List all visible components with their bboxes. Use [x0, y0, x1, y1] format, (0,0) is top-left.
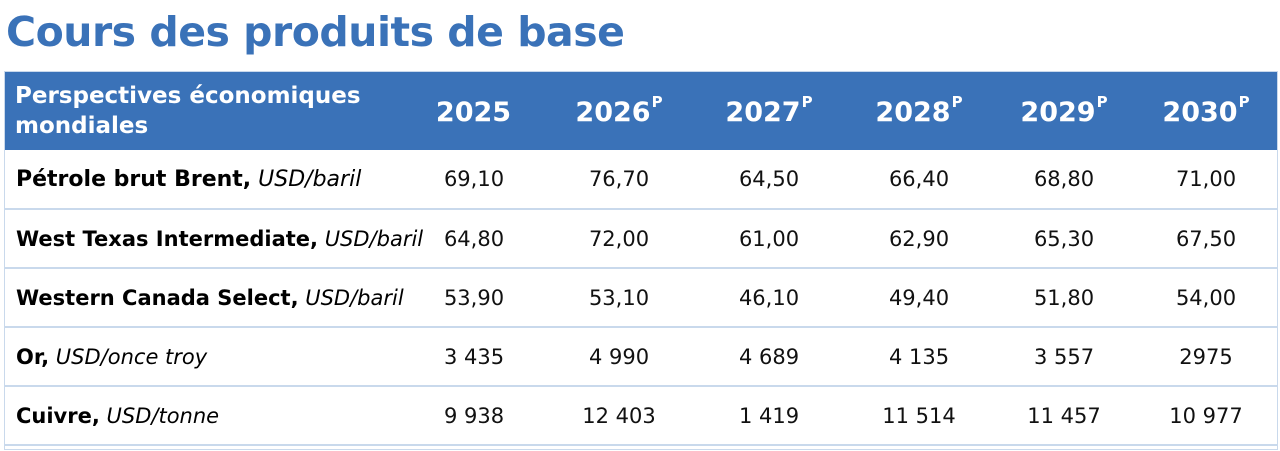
table-cell: 64,50	[738, 167, 800, 191]
table-cell: 2975	[1179, 344, 1233, 369]
table-cell: 53,90	[443, 285, 505, 310]
projection-marker: P	[801, 93, 813, 111]
table-cell: 69,10	[443, 167, 505, 191]
table-cell: 62,90	[888, 226, 950, 251]
table-row: Western Canada Select, USD/baril 53,90 5…	[4, 268, 1278, 327]
row-label-gold: Or, USD/once troy	[16, 344, 208, 369]
table-cell: 4 689	[738, 344, 800, 369]
table-cell: 64,80	[443, 226, 505, 251]
table-cell: 3 557	[1033, 344, 1095, 369]
table-header-row: Perspectives économiques mondiales 2025 …	[4, 71, 1278, 150]
projection-marker: P	[951, 93, 963, 111]
table-cell: 54,00	[1175, 285, 1237, 310]
table-cell: 4 990	[588, 344, 650, 369]
year-header-2025: 2025	[435, 97, 512, 128]
year-header-2029: 2029P	[1020, 93, 1108, 128]
table-cell: 12 403	[582, 403, 656, 428]
table-cell: 11 514	[882, 403, 956, 428]
table-row: West Texas Intermediate, USD/baril 64,80…	[4, 209, 1278, 268]
commodity-prices-table: Perspectives économiques mondiales 2025 …	[4, 71, 1278, 446]
table-cell: 3 435	[443, 344, 505, 369]
table-cell: 51,80	[1033, 285, 1095, 310]
page-title: Cours des produits de base	[6, 8, 625, 56]
table-cell: 10 977	[1169, 403, 1243, 428]
year-header-2026: 2026P	[575, 93, 663, 128]
year-header-2030: 2030P	[1162, 93, 1250, 128]
table-row: Pétrole brut Brent, USD/baril 69,10 76,7…	[4, 150, 1278, 209]
year-header-2027: 2027P	[725, 93, 813, 128]
table-row: Cuivre, USD/tonne 9 938 12 403 1 419 11 …	[4, 386, 1278, 445]
row-label-brent: Pétrole brut Brent, USD/baril	[16, 166, 362, 192]
table-row: Or, USD/once troy 3 435 4 990 4 689 4 13…	[4, 327, 1278, 386]
table-cell: 9 938	[443, 403, 505, 428]
table-cell: 61,00	[738, 226, 800, 251]
table-cell: 67,50	[1175, 226, 1237, 251]
projection-marker: P	[1238, 93, 1250, 111]
table-cell: 49,40	[888, 285, 950, 310]
table-cell: 11 457	[1027, 403, 1101, 428]
table-cell: 53,10	[588, 285, 650, 310]
table-cell: 65,30	[1033, 226, 1095, 251]
table-cell: 72,00	[588, 226, 650, 251]
row-label-copper: Cuivre, USD/tonne	[16, 403, 220, 428]
table-cell: 1 419	[738, 403, 800, 428]
table-cell: 66,40	[888, 167, 950, 191]
year-header-2028: 2028P	[875, 93, 963, 128]
table-cell: 68,80	[1033, 167, 1095, 191]
table-cell: 46,10	[738, 285, 800, 310]
table-cell: 4 135	[888, 344, 950, 369]
row-label-wti: West Texas Intermediate, USD/baril	[16, 226, 424, 251]
row-label-wcs: Western Canada Select, USD/baril	[16, 285, 404, 310]
header-label: Perspectives économiques mondiales	[15, 82, 361, 139]
projection-marker: P	[651, 93, 663, 111]
projection-marker: P	[1096, 93, 1108, 111]
table-cell: 71,00	[1175, 167, 1237, 191]
table-cell: 76,70	[588, 167, 650, 191]
